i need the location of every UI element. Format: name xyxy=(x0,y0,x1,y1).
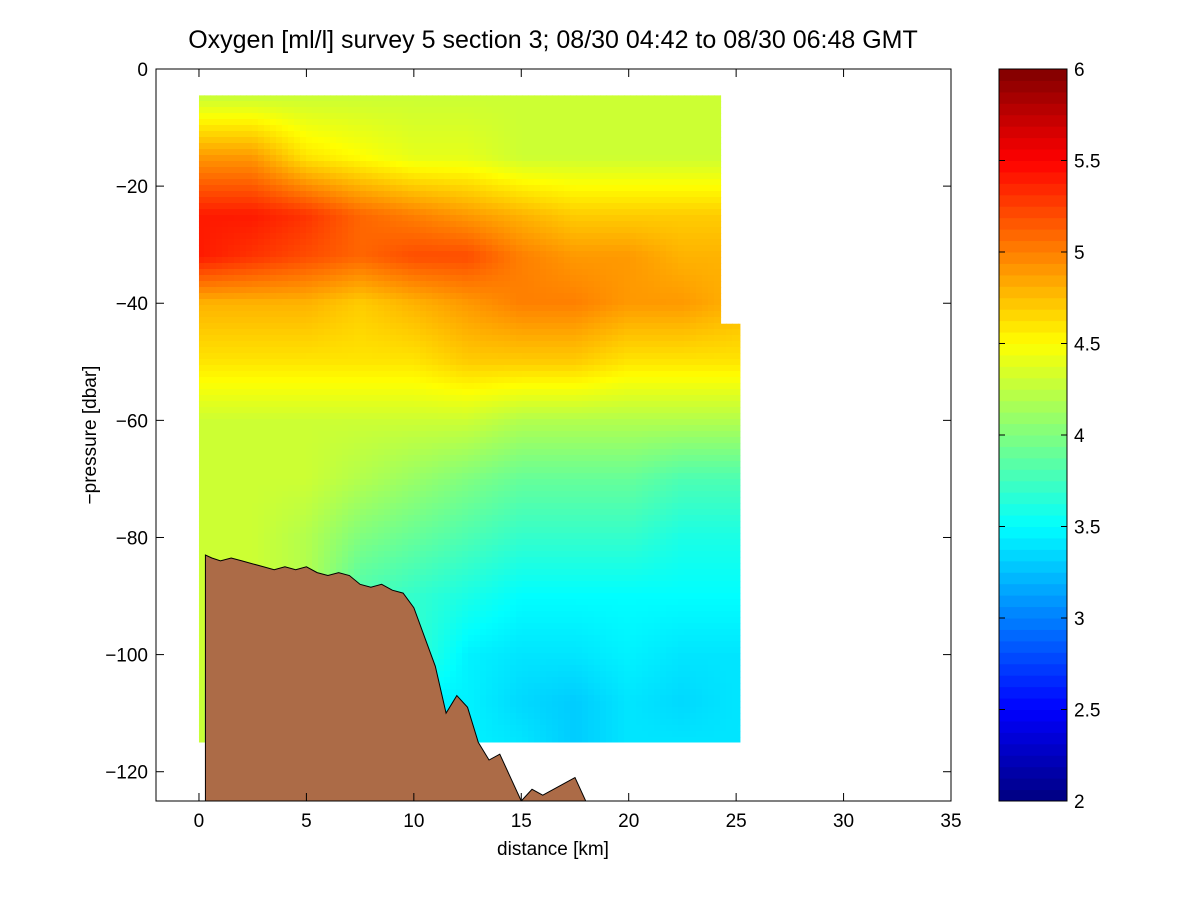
colorbar-band xyxy=(999,389,1067,402)
colorbar-band xyxy=(999,412,1067,425)
colorbar-band xyxy=(999,171,1067,184)
colorbar-band xyxy=(999,91,1067,104)
colorbar-band xyxy=(999,595,1067,608)
colorbar-band xyxy=(999,789,1067,802)
colorbar-band xyxy=(999,606,1067,619)
colorbar-band xyxy=(999,320,1067,333)
y-axis-label: −pressure [dbar] xyxy=(80,366,101,505)
y-tick-label: −40 xyxy=(116,294,148,315)
colorbar-band xyxy=(999,618,1067,630)
x-tick-label: 10 xyxy=(403,811,424,832)
colorbar-band xyxy=(999,766,1067,779)
colorbar-band xyxy=(999,640,1067,653)
colorbar-band xyxy=(999,400,1067,413)
colorbar-tick-label: 4.5 xyxy=(1074,335,1100,356)
colorbar-band xyxy=(999,778,1067,791)
colorbar-band xyxy=(999,332,1067,344)
x-axis: 0 5 10 15 20 25 30 35 xyxy=(194,69,962,832)
colorbar-band xyxy=(999,274,1067,287)
colorbar-band xyxy=(999,503,1067,516)
colorbar-band xyxy=(999,69,1067,81)
colorbar-band xyxy=(999,686,1067,699)
colorbar-band xyxy=(999,709,1067,722)
x-tick-label: 20 xyxy=(618,811,639,832)
colorbar: 2 2.5 3 3.5 4 4.5 5 5.5 6 xyxy=(998,60,1100,813)
colorbar-band xyxy=(999,217,1067,230)
colorbar-band xyxy=(999,720,1067,733)
colorbar-band xyxy=(999,743,1067,756)
colorbar-band xyxy=(999,572,1067,585)
y-axis: 0 −20 −40 −60 −80 −100 −120 xyxy=(105,60,951,784)
bathymetry-seafloor xyxy=(204,554,587,801)
colorbar-band xyxy=(999,366,1067,379)
colorbar-band xyxy=(999,309,1067,322)
y-tick-label: −80 xyxy=(116,528,148,549)
x-tick-label: 5 xyxy=(301,811,312,832)
colorbar-band xyxy=(999,80,1067,93)
y-tick-label: −60 xyxy=(116,411,148,432)
colorbar-band xyxy=(999,240,1067,253)
x-tick-label: 30 xyxy=(833,811,854,832)
colorbar-band xyxy=(999,377,1067,390)
colorbar-band xyxy=(999,252,1067,264)
colorbar-band xyxy=(999,423,1067,436)
colorbar-tick-label: 3 xyxy=(1074,609,1085,630)
colorbar-band xyxy=(999,229,1067,242)
colorbar-tick-label: 2 xyxy=(1074,792,1085,813)
colorbar-band xyxy=(999,149,1067,161)
colorbar-band xyxy=(999,354,1067,367)
y-tick-label: 0 xyxy=(137,60,148,81)
y-tick-label: −120 xyxy=(105,763,148,784)
bathymetry-layer xyxy=(204,554,587,801)
colorbar-band xyxy=(999,515,1067,527)
colorbar-tick-label: 4 xyxy=(1074,426,1085,447)
x-tick-label: 35 xyxy=(940,811,961,832)
colorbar-band xyxy=(999,183,1067,196)
colorbar-band xyxy=(999,480,1067,493)
x-axis-label: distance [km] xyxy=(497,839,609,860)
x-tick-label: 15 xyxy=(511,811,532,832)
colorbar-tick-label: 6 xyxy=(1074,60,1085,81)
colorbar-band xyxy=(999,698,1067,710)
colorbar-band xyxy=(999,206,1067,219)
colorbar-band xyxy=(999,343,1067,356)
colorbar-band xyxy=(999,126,1067,139)
colorbar-band xyxy=(999,103,1067,116)
y-tick-label: −20 xyxy=(116,177,148,198)
colorbar-tick-label: 5 xyxy=(1074,243,1085,264)
colorbar-band xyxy=(999,526,1067,539)
y-tick-label: −100 xyxy=(105,646,148,667)
colorbar-band xyxy=(999,732,1067,745)
colorbar-band xyxy=(999,469,1067,482)
colorbar-band xyxy=(999,114,1067,127)
colorbar-tick-label: 3.5 xyxy=(1074,518,1100,539)
x-tick-label: 0 xyxy=(194,811,205,832)
colorbar-band xyxy=(999,583,1067,596)
colorbar-band xyxy=(999,663,1067,676)
colorbar-tick-label: 5.5 xyxy=(1074,152,1100,173)
colorbar-band xyxy=(999,755,1067,768)
colorbar-band xyxy=(999,629,1067,642)
colorbar-band xyxy=(999,435,1067,447)
colorbar-band xyxy=(999,263,1067,276)
colorbar-band xyxy=(999,492,1067,505)
colorbar-band xyxy=(999,446,1067,459)
colorbar-band xyxy=(999,194,1067,207)
colorbar-band xyxy=(999,537,1067,550)
axes-frame xyxy=(155,68,952,802)
colorbar-band xyxy=(999,286,1067,299)
colorbar-band xyxy=(999,457,1067,470)
colorbar-band xyxy=(999,137,1067,150)
colorbar-band xyxy=(999,652,1067,665)
chart-title: Oxygen [ml/l] survey 5 section 3; 08/30 … xyxy=(188,26,918,54)
x-tick-label: 25 xyxy=(726,811,747,832)
colorbar-band xyxy=(999,560,1067,573)
colorbar-band xyxy=(999,297,1067,310)
colorbar-tick-label: 2.5 xyxy=(1074,701,1100,722)
colorbar-band xyxy=(999,675,1067,688)
colorbar-band xyxy=(999,549,1067,562)
colorbar-band xyxy=(999,160,1067,173)
